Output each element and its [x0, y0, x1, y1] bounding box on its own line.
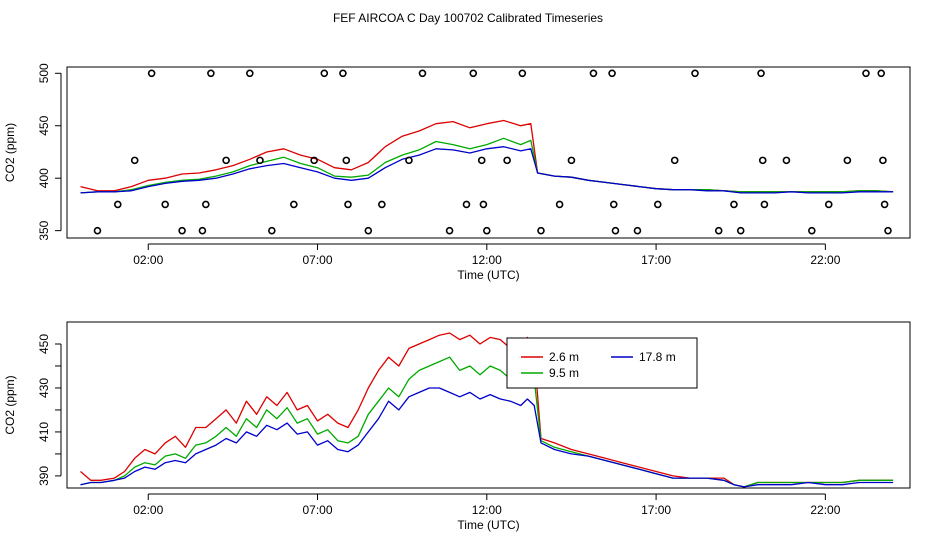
x-tick-label: 07:00	[303, 253, 333, 267]
calibration-point	[879, 156, 887, 165]
x-axis-label: Time (UTC)	[457, 518, 519, 532]
calibration-point	[611, 226, 620, 235]
calibration-point	[207, 69, 215, 78]
x-tick-label: 02:00	[133, 503, 163, 517]
calibration-point	[344, 200, 352, 209]
calibration-point	[364, 226, 373, 235]
calibration-point	[880, 200, 889, 209]
calibration-point	[268, 226, 276, 235]
y-tick-label: 500	[37, 63, 51, 83]
y-tick-label: 350	[37, 220, 51, 240]
calibration-point	[246, 69, 254, 78]
panel-top: 02:00 07:00 12:00 17:00 22:00 Time (UTC) 350 40…	[3, 63, 911, 282]
calibration-point	[782, 156, 791, 165]
y-tick-label: 450	[37, 334, 51, 354]
calibration-point	[202, 200, 210, 209]
calibration-point	[760, 200, 769, 209]
legend-label: 2.6 m	[549, 350, 579, 364]
calibration-point	[884, 226, 892, 235]
legend-box	[506, 337, 698, 389]
calibration-point	[757, 69, 765, 78]
calibration-point	[418, 69, 427, 78]
calibration-point	[608, 69, 616, 78]
y-tick-label: 450	[37, 115, 51, 135]
calibration-point	[670, 156, 679, 165]
calibration-point	[589, 69, 598, 78]
plot-frame	[66, 66, 911, 239]
calibration-point	[178, 226, 186, 235]
x-tick-label: 02:00	[133, 253, 163, 267]
x-axis-label: Time (UTC)	[457, 268, 519, 282]
calibration-point	[113, 200, 122, 209]
x-tick-label: 12:00	[472, 503, 502, 517]
x-tick-label: 12:00	[472, 253, 502, 267]
legend-label: 9.5 m	[549, 366, 579, 380]
calibration-point	[503, 156, 511, 165]
calibration-point	[130, 156, 139, 165]
series-line-2-6-m	[80, 119, 894, 193]
series-line-9-5-m	[80, 356, 894, 488]
y-tick-label: 390	[37, 466, 51, 486]
calibration-point	[653, 200, 662, 209]
calibration-point	[758, 156, 767, 165]
y-tick-label: 410	[37, 422, 51, 442]
calibration-point	[877, 69, 886, 78]
series-line-2-6-m	[80, 332, 894, 488]
calibration-point	[310, 156, 318, 165]
y-tick-label: 400	[37, 168, 51, 188]
calibration-point	[161, 200, 169, 209]
calibration-point	[222, 156, 230, 165]
series-line-17-8-m	[80, 387, 894, 488]
calibration-point	[633, 226, 642, 235]
x-tick-label: 17:00	[641, 503, 671, 517]
calibration-point	[342, 156, 351, 165]
series-group	[80, 69, 894, 235]
calibration-point	[730, 200, 738, 209]
calibration-point	[691, 69, 699, 78]
calibration-point	[462, 200, 471, 209]
figure-title: FEF AIRCOA C Day 100702 Calibrated Times…	[333, 11, 603, 25]
calibration-point	[469, 69, 478, 78]
calibration-point	[445, 226, 454, 235]
calibration-point	[339, 69, 347, 78]
calibration-point	[479, 200, 488, 209]
y-axis-label: CO2 (ppm)	[3, 123, 17, 182]
calibration-point	[378, 200, 386, 209]
calibration-point	[862, 69, 870, 78]
series-line-9-5-m	[80, 137, 894, 194]
panel-bottom: 02:00 07:00 12:00 17:00 22:00 Time (UTC) 390 41…	[3, 321, 911, 532]
series-line-17-8-m	[80, 146, 894, 194]
series-group	[80, 332, 894, 488]
calibration-point	[714, 226, 723, 235]
x-tick-label: 17:00	[641, 253, 671, 267]
x-tick-label: 22:00	[810, 253, 840, 267]
calibration-point	[477, 156, 486, 165]
plot-frame	[66, 321, 911, 489]
calibration-point	[405, 156, 413, 165]
calibration-point	[567, 156, 576, 165]
y-tick-label: 430	[37, 378, 51, 398]
calibration-point	[147, 69, 156, 78]
calibration-point	[518, 69, 527, 78]
calibration-point	[736, 226, 745, 235]
calibration-point	[93, 226, 102, 235]
calibration-point	[198, 226, 207, 235]
calibration-point	[555, 200, 564, 209]
legend: 2.6 m 9.5 m 17.8 m	[506, 337, 698, 389]
calibration-point	[843, 156, 852, 165]
x-tick-label: 22:00	[810, 503, 840, 517]
calibration-point	[609, 200, 618, 209]
calibration-point	[824, 200, 833, 209]
calibration-point	[483, 226, 491, 235]
x-tick-label: 07:00	[303, 503, 333, 517]
calibration-point	[256, 156, 264, 165]
calibration-point	[537, 226, 545, 235]
legend-label: 17.8 m	[639, 350, 676, 364]
y-axis-label: CO2 (ppm)	[3, 375, 17, 434]
calibration-point	[290, 200, 298, 209]
calibration-point	[808, 226, 816, 235]
calibration-point	[320, 69, 329, 78]
